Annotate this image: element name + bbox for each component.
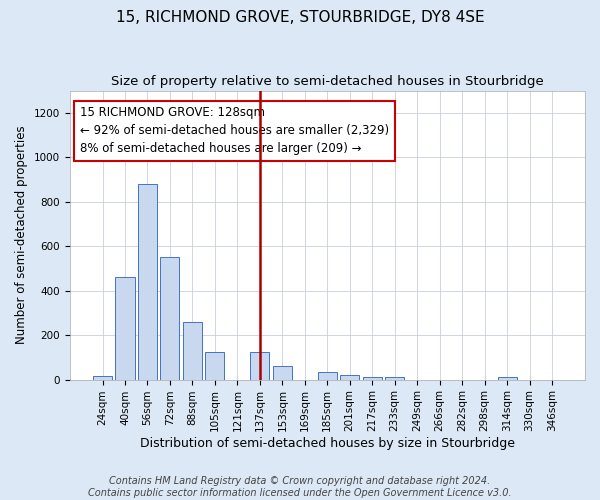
Text: Contains HM Land Registry data © Crown copyright and database right 2024.
Contai: Contains HM Land Registry data © Crown c…	[88, 476, 512, 498]
Bar	[273, 366, 292, 380]
Y-axis label: Number of semi-detached properties: Number of semi-detached properties	[15, 126, 28, 344]
Title: Size of property relative to semi-detached houses in Stourbridge: Size of property relative to semi-detach…	[111, 75, 544, 88]
X-axis label: Distribution of semi-detached houses by size in Stourbridge: Distribution of semi-detached houses by …	[140, 437, 515, 450]
Bar	[250, 352, 269, 380]
Bar	[115, 278, 134, 380]
Bar	[205, 352, 224, 380]
Bar	[93, 376, 112, 380]
Bar	[362, 378, 382, 380]
Bar	[160, 258, 179, 380]
Bar	[385, 378, 404, 380]
Bar	[183, 322, 202, 380]
Text: 15 RICHMOND GROVE: 128sqm
← 92% of semi-detached houses are smaller (2,329)
8% o: 15 RICHMOND GROVE: 128sqm ← 92% of semi-…	[80, 106, 389, 156]
Bar	[318, 372, 337, 380]
Bar	[138, 184, 157, 380]
Text: 15, RICHMOND GROVE, STOURBRIDGE, DY8 4SE: 15, RICHMOND GROVE, STOURBRIDGE, DY8 4SE	[116, 10, 484, 25]
Bar	[340, 375, 359, 380]
Bar	[497, 378, 517, 380]
